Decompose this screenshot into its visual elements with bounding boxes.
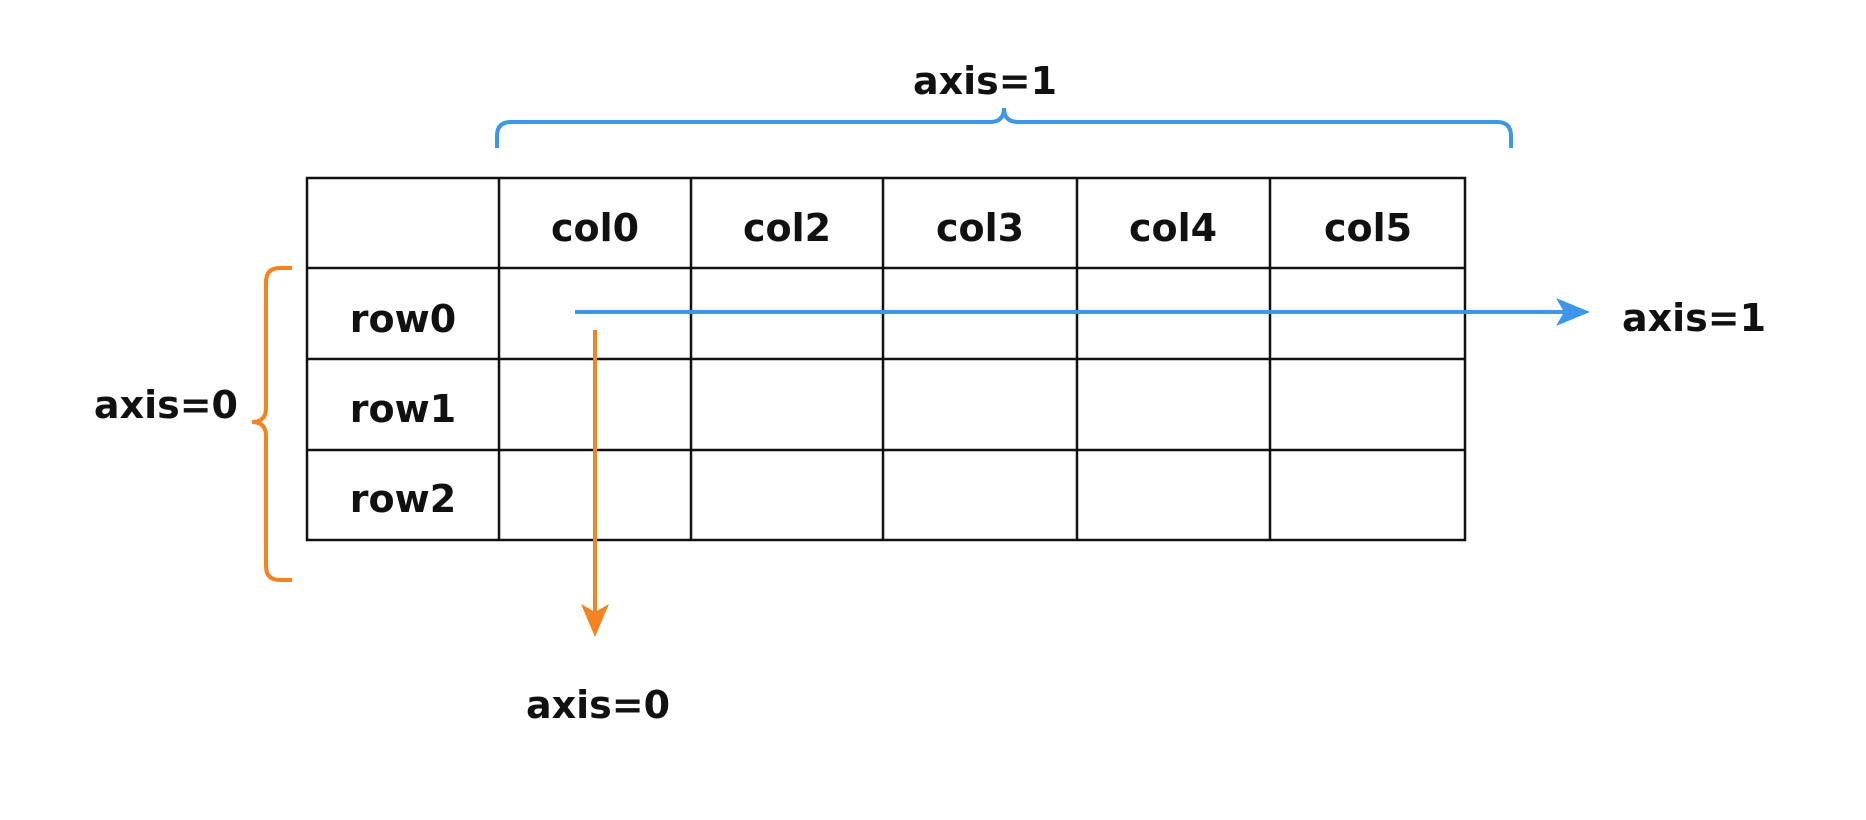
table-grid [305, 176, 1467, 542]
row-headers: row0 row1 row2 [350, 297, 456, 521]
column-header: col4 [1129, 206, 1217, 250]
row-header: row2 [350, 477, 456, 521]
vertical-arrow-label: axis=0 [526, 683, 670, 727]
column-headers: col0 col2 col3 col4 col5 [551, 206, 1412, 250]
row-header: row0 [350, 297, 456, 341]
horizontal-arrow-axis1 [575, 298, 1590, 326]
top-brace-label: axis=1 [913, 59, 1057, 103]
horizontal-arrow-label: axis=1 [1622, 296, 1766, 340]
row-header: row1 [350, 387, 456, 431]
vertical-arrow-axis0 [581, 330, 609, 637]
column-header: col5 [1324, 206, 1412, 250]
arrow-right-icon [1556, 298, 1590, 326]
side-brace-axis0 [251, 266, 292, 582]
top-brace-axis1 [495, 107, 1513, 148]
side-brace-label: axis=0 [94, 383, 238, 427]
arrow-down-icon [581, 604, 609, 637]
column-header: col0 [551, 206, 639, 250]
column-header: col2 [743, 206, 831, 250]
column-header: col3 [936, 206, 1024, 250]
